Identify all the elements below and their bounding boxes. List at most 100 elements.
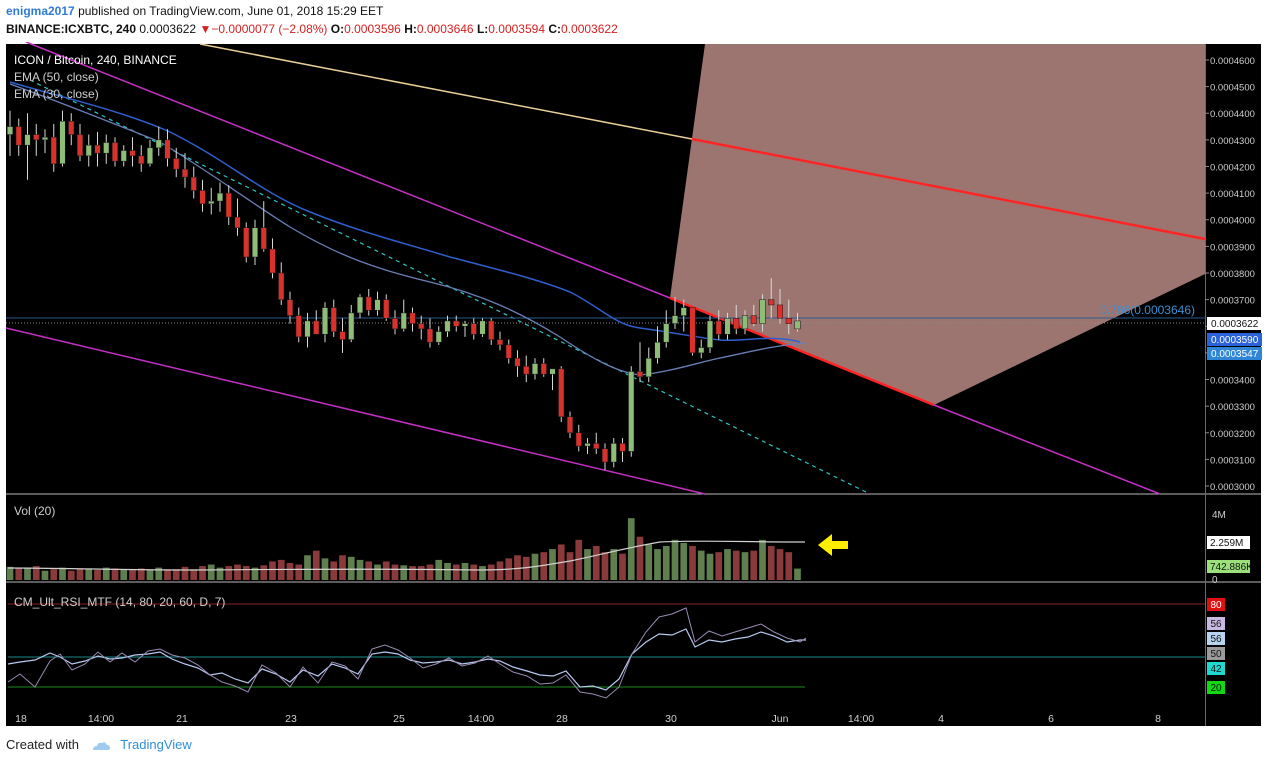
candle-up[interactable] (794, 320, 801, 330)
candle-up[interactable] (59, 120, 66, 165)
candle-up[interactable] (549, 368, 556, 375)
candle-down[interactable] (278, 272, 285, 300)
candle-up[interactable] (24, 134, 31, 146)
volume-bar-up[interactable] (794, 568, 801, 580)
candle-down[interactable] (418, 323, 425, 330)
volume-bar-down[interactable] (286, 563, 294, 580)
volume-bar-down[interactable] (496, 561, 504, 580)
candle-up[interactable] (120, 150, 127, 162)
candle-down[interactable] (558, 368, 565, 418)
candle-up[interactable] (645, 357, 652, 378)
candle-down[interactable] (33, 134, 40, 141)
candle-down[interactable] (383, 299, 390, 319)
publisher-username[interactable]: enigma2017 (6, 4, 75, 18)
candle-down[interactable] (750, 315, 757, 324)
candle-down[interactable] (715, 320, 722, 335)
volume-bar-up[interactable] (146, 569, 154, 580)
volume-bar-up[interactable] (444, 563, 451, 580)
volume-bar-up[interactable] (610, 549, 618, 580)
candle-down[interactable] (77, 134, 83, 157)
volume-bar-down[interactable] (199, 566, 206, 580)
volume-label[interactable]: Vol (20) (14, 504, 55, 518)
volume-bar-down[interactable] (514, 555, 521, 580)
candle-down[interactable] (129, 150, 136, 157)
chart-area[interactable]: 0.786(0.0003646) 0.0003000 0.0003100 0.000… (0, 42, 1270, 730)
candle-up[interactable] (147, 147, 153, 165)
volume-bar-up[interactable] (85, 569, 93, 580)
candle-down[interactable] (94, 144, 101, 154)
breakout-trendline[interactable] (669, 296, 935, 407)
candle-down[interactable] (365, 296, 372, 311)
volume-bar-down[interactable] (732, 550, 740, 580)
volume-bar-down[interactable] (111, 568, 119, 580)
tradingview-link[interactable]: TradingView (120, 737, 192, 752)
candle-up[interactable] (357, 296, 363, 314)
candle-down[interactable] (339, 331, 346, 340)
volume-bar-up[interactable] (59, 567, 66, 580)
candle-down[interactable] (182, 168, 188, 178)
candle-up[interactable] (532, 363, 538, 375)
volume-bar-up[interactable] (627, 518, 635, 580)
candle-down[interactable] (733, 318, 740, 330)
volume-bar-down[interactable] (522, 556, 530, 580)
volume-bar-down[interactable] (767, 546, 775, 580)
volume-bar-down[interactable] (776, 549, 784, 580)
candle-down[interactable] (173, 158, 180, 170)
volume-bar-up[interactable] (304, 555, 311, 580)
rsi-label[interactable]: CM_Ult_RSI_MTF (14, 80, 20, 60, D, 7) (14, 595, 225, 609)
candle-down[interactable] (138, 155, 145, 165)
volume-bar-down[interactable] (426, 564, 434, 580)
volume-bar-up[interactable] (584, 549, 591, 580)
volume-bar-up[interactable] (741, 552, 749, 580)
candle-up[interactable] (584, 443, 591, 447)
volume-bar-up[interactable] (479, 566, 486, 580)
candle-down[interactable] (392, 318, 398, 330)
channel-upper-line[interactable] (25, 42, 671, 299)
candlestick-series[interactable] (7, 110, 801, 471)
volume-bar-up[interactable] (662, 546, 670, 580)
candle-down[interactable] (575, 432, 582, 447)
volume-bar-down[interactable] (67, 570, 75, 580)
volume-bar-down[interactable] (242, 566, 250, 580)
candle-down[interactable] (593, 443, 600, 449)
yellow-arrow-annotation[interactable] (818, 534, 848, 556)
candle-down[interactable] (523, 365, 530, 375)
volume-bar-up[interactable] (102, 567, 110, 580)
volume-ma-line[interactable] (7, 540, 806, 571)
volume-bar-down[interactable] (365, 561, 373, 580)
volume-bar-up[interactable] (680, 542, 688, 580)
volume-bar-up[interactable] (461, 563, 469, 580)
volume-bar-down[interactable] (470, 564, 478, 580)
rsi-line-secondary[interactable] (7, 607, 807, 699)
candle-up[interactable] (759, 299, 766, 324)
volume-bar-down[interactable] (190, 569, 198, 580)
candle-up[interactable] (348, 312, 355, 340)
volume-bar-down[interactable] (164, 569, 171, 580)
volume-bar-up[interactable] (706, 553, 714, 580)
candle-down[interactable] (505, 344, 512, 359)
volume-bar-up[interactable] (356, 559, 364, 580)
fib-level-label[interactable]: 0.786(0.0003646) (1100, 303, 1195, 317)
candle-up[interactable] (103, 142, 110, 154)
candle-down[interactable] (68, 120, 75, 135)
candle-down[interactable] (287, 299, 293, 316)
candle-down[interactable] (260, 227, 267, 250)
candle-up[interactable] (374, 299, 381, 311)
candle-up[interactable] (208, 200, 215, 205)
volume-bar-up[interactable] (347, 556, 355, 580)
volume-bar-up[interactable] (251, 567, 259, 580)
volume-bar-down[interactable] (234, 564, 241, 580)
candle-down[interactable] (199, 190, 206, 205)
candle-down[interactable] (488, 320, 495, 340)
candle-up[interactable] (435, 331, 442, 343)
volume-bar-up[interactable] (216, 567, 224, 580)
channel-upper-extension[interactable] (933, 404, 1161, 495)
candle-up[interactable] (444, 320, 451, 332)
candle-down[interactable] (269, 248, 276, 274)
channel-lower-line[interactable] (5, 327, 706, 495)
candle-down[interactable] (313, 320, 320, 335)
volume-bar-up[interactable] (759, 539, 766, 580)
volume-bar-up[interactable] (207, 564, 215, 580)
volume-bar-up[interactable] (24, 568, 31, 580)
volume-bar-down[interactable] (225, 566, 233, 580)
